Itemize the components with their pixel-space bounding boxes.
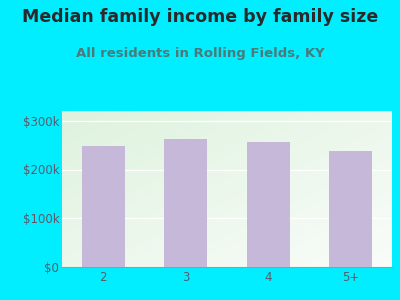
Bar xyxy=(164,139,207,267)
Bar xyxy=(82,146,125,267)
Bar xyxy=(82,146,125,267)
Text: All residents in Rolling Fields, KY: All residents in Rolling Fields, KY xyxy=(76,46,324,59)
Text: Median family income by family size: Median family income by family size xyxy=(22,8,378,26)
Bar xyxy=(164,139,207,267)
Bar xyxy=(329,151,372,267)
Bar xyxy=(247,142,290,267)
Bar xyxy=(329,151,372,267)
Bar xyxy=(247,142,290,267)
